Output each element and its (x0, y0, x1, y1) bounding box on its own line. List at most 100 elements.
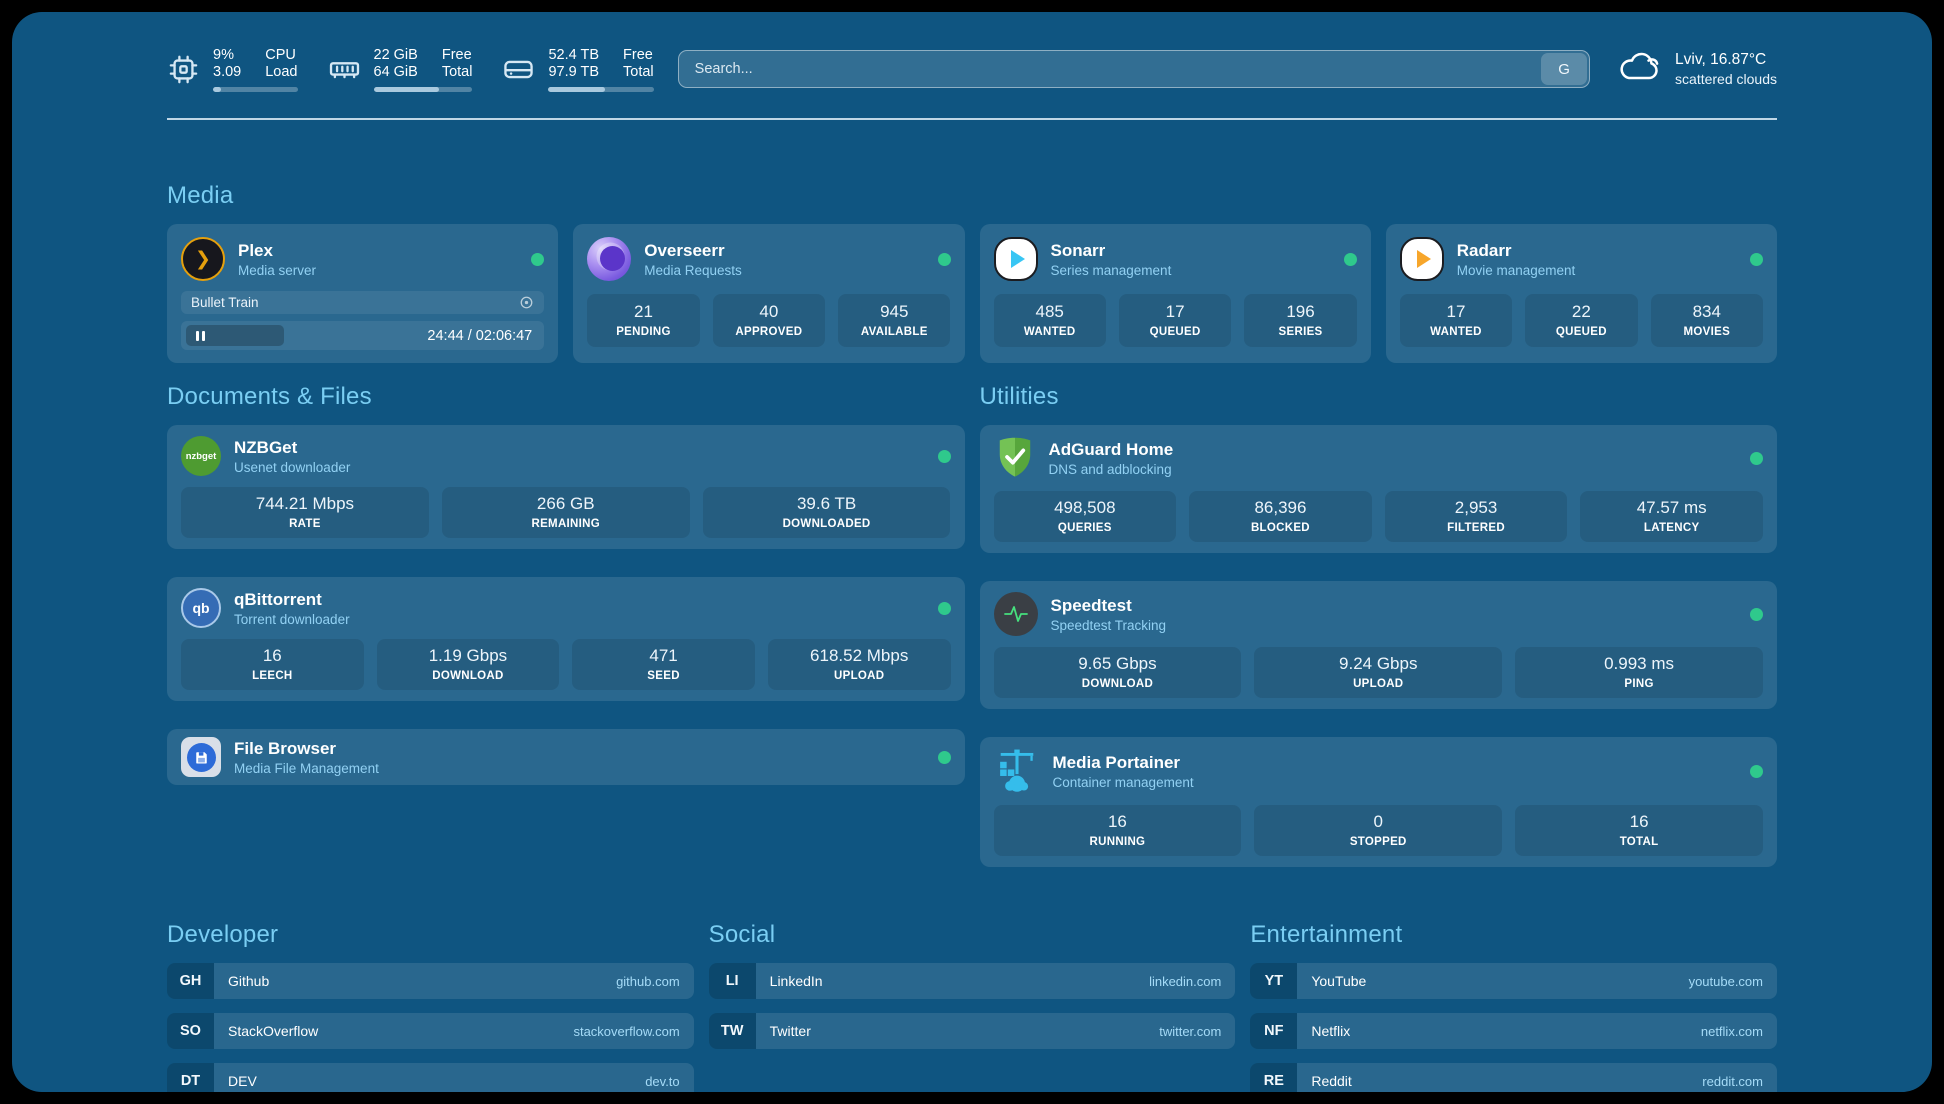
search-input[interactable] (677, 50, 1591, 88)
service-card-qbittorrent[interactable]: qb qBittorrent Torrent downloader 16 LEEC… (167, 577, 965, 701)
section-title-entertainment: Entertainment (1250, 921, 1403, 948)
playback-row: 24:44 / 02:06:47 (181, 321, 545, 350)
status-dot (1343, 252, 1357, 266)
bookmark-row-dev[interactable]: DT DEV dev.to (167, 1063, 694, 1092)
bookmark-url: netflix.com (1700, 1023, 1763, 1039)
stat-box-running: 16 RUNNING (993, 805, 1242, 856)
service-subtitle: Usenet downloader (234, 459, 351, 475)
service-card-plex[interactable]: ❯ Plex Media server Bullet Train 24:44 /… (167, 224, 559, 363)
memory-free-label: Free (441, 46, 472, 63)
bookmark-row-github[interactable]: GH Github github.com (167, 963, 694, 999)
media-card-grid: ❯ Plex Media server Bullet Train 24:44 /… (167, 224, 1777, 363)
status-dot (531, 252, 545, 266)
bookmark-abbr: RE (1250, 1063, 1298, 1092)
qbittorrent-icon: qb (181, 588, 221, 628)
hard-drive-icon (502, 53, 535, 86)
memory-free-value: 22 GiB (373, 46, 418, 63)
stat-box-total: 16 TOTAL (1515, 805, 1763, 856)
dashboard-panel: 9% 3.09 CPU Load (12, 12, 1932, 1092)
pause-icon (186, 325, 284, 346)
bookmark-row-linkedin[interactable]: LI LinkedIn linkedin.com (708, 963, 1236, 999)
bookmark-url: stackoverflow.com (573, 1023, 680, 1039)
nzbget-icon: nzbget (181, 436, 221, 476)
service-title: Sonarr (1050, 240, 1106, 260)
documents-column: Documents & Files nzbget NZBGet Usenet d… (167, 383, 965, 785)
stat-box-download: 9.65 Gbps DOWNLOAD (993, 647, 1242, 698)
memory-widget: 22 GiB 64 GiB Free Total (328, 47, 473, 92)
bookmark-name: Github (228, 973, 270, 989)
service-card-portainer[interactable]: Media Portainer Container management 16 R… (979, 737, 1777, 867)
status-dot (1750, 252, 1763, 266)
service-subtitle: Speedtest Tracking (1050, 617, 1167, 633)
bookmark-row-stackoverflow[interactable]: SO StackOverflow stackoverflow.com (167, 1013, 694, 1049)
memory-icon (328, 53, 361, 86)
service-subtitle: Movie management (1456, 262, 1576, 278)
service-subtitle: DNS and adblocking (1048, 461, 1172, 477)
service-card-filebrowser[interactable]: File Browser Media File Management (167, 729, 965, 785)
speedtest-icon (993, 592, 1038, 636)
service-card-radarr[interactable]: Radarr Movie management 17 WANTED 22 QUEUE… (1385, 224, 1777, 363)
status-dot (1750, 607, 1763, 621)
service-subtitle: Series management (1050, 262, 1172, 278)
section-title-social: Social (708, 921, 776, 948)
bookmark-url: twitter.com (1159, 1023, 1222, 1039)
bookmark-url: youtube.com (1688, 973, 1763, 989)
weather-location: Lviv, 16.87°C (1675, 51, 1767, 68)
disk-free-value: 52.4 TB (548, 46, 600, 63)
service-card-nzbget[interactable]: nzbget NZBGet Usenet downloader 744.21 M… (167, 425, 965, 549)
bookmark-name: StackOverflow (228, 1023, 319, 1039)
cpu-chip-icon (167, 53, 200, 86)
search-bar: G (677, 50, 1591, 88)
cpu-load-value: 3.09 (213, 64, 242, 80)
stat-box-movies: 834 MOVIES (1650, 294, 1763, 347)
service-subtitle: Media server (238, 262, 317, 278)
service-subtitle: Container management (1052, 774, 1194, 790)
service-card-sonarr[interactable]: Sonarr Series management 485 WANTED 17 QUE… (979, 224, 1371, 363)
stat-box-leech: 16 LEECH (181, 639, 364, 690)
memory-total-label: Total (441, 64, 473, 80)
search-engine-button[interactable]: G (1541, 53, 1588, 85)
service-title: Overseerr (644, 240, 725, 260)
disk-total-value: 97.9 TB (548, 64, 600, 80)
stat-box-wanted: 17 WANTED (1399, 294, 1513, 347)
bookmark-row-netflix[interactable]: NF Netflix netflix.com (1250, 1013, 1777, 1049)
disk-total-label: Total (623, 64, 654, 80)
section-title-documents: Documents & Files (167, 383, 372, 410)
portainer-icon (994, 748, 1040, 794)
service-title: Plex (238, 240, 273, 260)
cpu-progress (213, 86, 298, 92)
stat-box-blocked: 86,396 BLOCKED (1189, 491, 1372, 542)
load-label: Load (265, 64, 298, 80)
stat-box-series: 196 SERIES (1244, 294, 1357, 347)
stat-box-ping: 0.993 ms PING (1515, 647, 1763, 698)
stat-box-seed: 471 SEED (572, 639, 755, 690)
bookmark-row-youtube[interactable]: YT YouTube youtube.com (1250, 963, 1777, 999)
topbar-divider (167, 118, 1777, 120)
bookmark-url: github.com (616, 973, 680, 989)
radarr-icon (1399, 237, 1444, 281)
now-playing-title: Bullet Train (191, 295, 259, 310)
service-card-adguard[interactable]: AdGuard Home DNS and adblocking 498,508 Q… (979, 425, 1777, 553)
cloud-icon (1618, 51, 1662, 88)
status-dot (937, 252, 951, 266)
stat-box-approved: 40 APPROVED (712, 294, 826, 347)
bookmark-row-reddit[interactable]: RE Reddit reddit.com (1250, 1063, 1777, 1092)
memory-progress (373, 86, 473, 92)
service-subtitle: Torrent downloader (234, 611, 350, 627)
now-playing-row: Bullet Train (181, 291, 545, 314)
playback-time: 24:44 / 02:06:47 (427, 327, 533, 344)
bookmark-url: dev.to (645, 1073, 680, 1089)
stream-info-icon[interactable] (519, 295, 534, 310)
bookmark-name: LinkedIn (769, 973, 823, 989)
stat-box-stopped: 0 STOPPED (1254, 805, 1503, 856)
service-card-overseerr[interactable]: Overseerr Media Requests 21 PENDING 40 APP… (573, 224, 965, 363)
section-title-media: Media (167, 182, 234, 209)
bookmark-row-twitter[interactable]: TW Twitter twitter.com (708, 1013, 1236, 1049)
bookmark-abbr: YT (1250, 963, 1298, 999)
weather-widget: Lviv, 16.87°C scattered clouds (1618, 51, 1777, 88)
stat-box-downloaded: 39.6 TB DOWNLOADED (702, 487, 951, 538)
bookmark-abbr: NF (1250, 1013, 1298, 1049)
service-card-speedtest[interactable]: Speedtest Speedtest Tracking 9.65 Gbps DO… (979, 581, 1777, 709)
filebrowser-icon (181, 737, 221, 777)
service-title: Radarr (1456, 240, 1512, 260)
